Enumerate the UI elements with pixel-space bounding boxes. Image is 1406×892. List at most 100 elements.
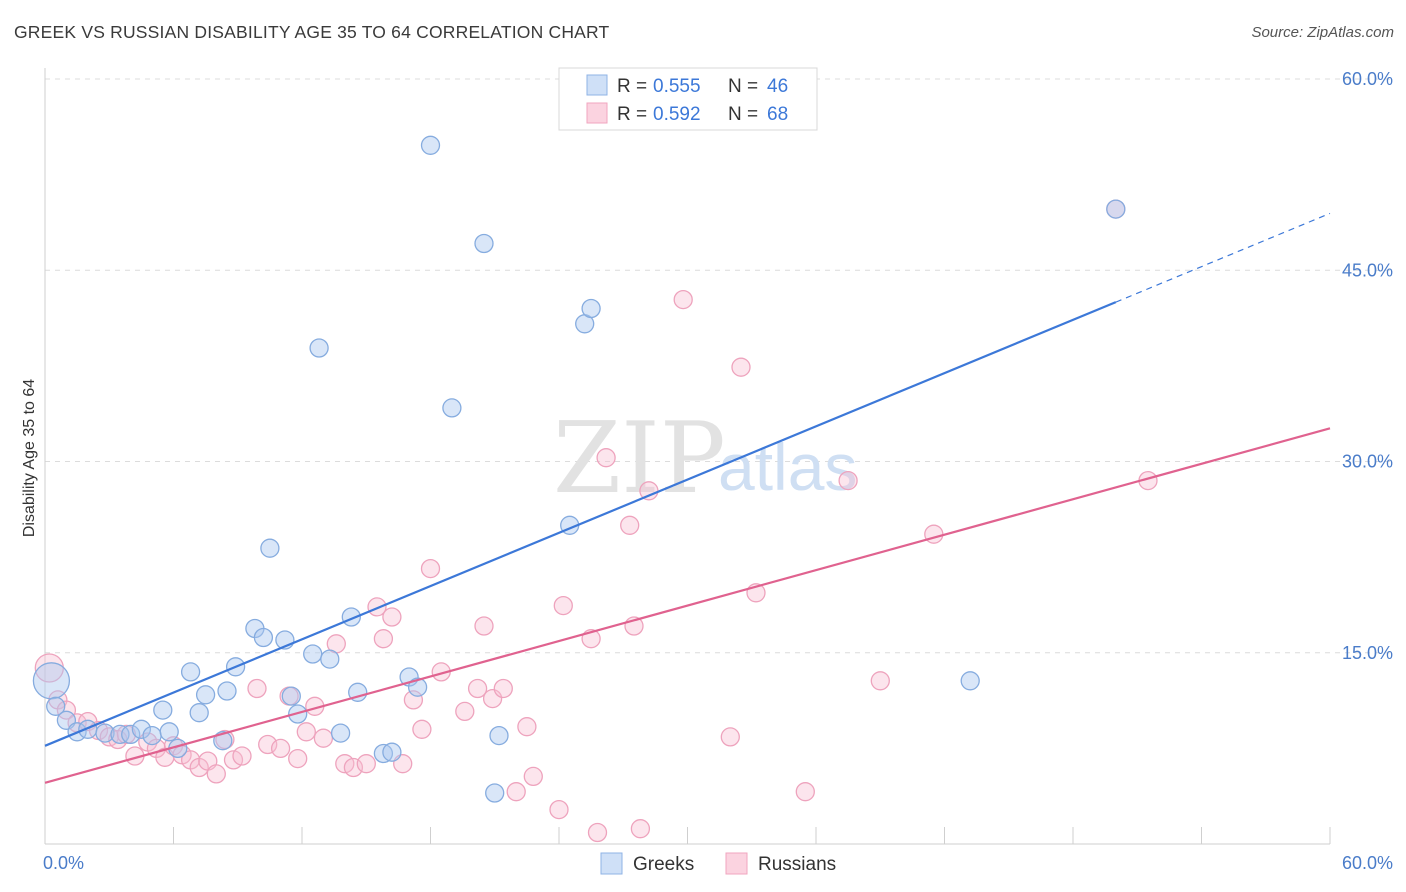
legend-n-label: N = <box>728 104 758 125</box>
legend-r-russians: 0.592 <box>653 104 701 125</box>
russian-point <box>206 764 226 784</box>
bottom-legend-russians: Russians <box>758 854 836 875</box>
russian-point <box>288 748 308 769</box>
legend-swatch-russians <box>586 102 608 124</box>
legend-swatch-greeks <box>586 74 608 96</box>
russian-point <box>630 819 651 839</box>
russian-point <box>553 595 573 616</box>
watermark-zip: ZIP <box>553 402 726 516</box>
legend-n-label: N = <box>728 76 758 97</box>
russians-points <box>34 199 1158 843</box>
greek-point <box>46 696 66 716</box>
watermark-atlas: atlas <box>718 430 857 504</box>
y-tick-label: 60.0% <box>1342 69 1393 89</box>
greek-point <box>489 725 509 746</box>
russian-point <box>356 754 376 774</box>
greek-point <box>320 649 340 669</box>
russian-point <box>870 671 890 691</box>
greek-point <box>213 731 233 751</box>
russian-point <box>838 470 858 491</box>
russian-point <box>517 717 537 737</box>
x-tick-label: 60.0% <box>1342 853 1393 873</box>
russian-point <box>467 678 488 699</box>
russian-point <box>116 724 137 745</box>
greek-point <box>78 719 98 739</box>
greek-point <box>142 725 162 746</box>
greek-point <box>121 724 141 745</box>
greek-point <box>382 742 402 762</box>
legend: R = 0.555 N = 46 R = 0.592 N = 68 <box>558 67 818 131</box>
y-tick-label: 45.0% <box>1342 260 1393 280</box>
greek-point <box>195 685 216 705</box>
bottom-legend-greeks: Greeks <box>633 854 694 875</box>
russian-point <box>296 722 316 742</box>
russians-trend-line <box>44 427 1331 784</box>
y-tick-label: 30.0% <box>1342 452 1393 472</box>
greek-point <box>217 681 237 701</box>
russian-point <box>455 701 475 722</box>
russian-point <box>56 700 77 720</box>
greek-point <box>189 703 209 723</box>
greek-point <box>420 135 441 155</box>
russian-point <box>523 766 543 787</box>
y-axis-label: Disability Age 35 to 64 <box>21 379 38 537</box>
russian-point <box>373 629 394 649</box>
axes <box>44 68 1331 845</box>
greek-point <box>95 723 115 743</box>
bottom-legend-swatch-greeks <box>600 852 623 875</box>
greek-point <box>485 783 505 803</box>
russian-point <box>420 558 441 579</box>
greek-point <box>474 233 494 254</box>
russian-point <box>247 678 267 699</box>
russian-point <box>412 719 432 739</box>
greek-point <box>442 398 462 418</box>
bottom-legend: Greeks Russians <box>600 852 836 875</box>
tick-labels: 15.0% 30.0% 45.0% 60.0% 0.0% 60.0% <box>43 69 1393 873</box>
russian-point <box>493 678 513 699</box>
greek-point <box>407 677 428 697</box>
greek-point <box>253 627 274 648</box>
greek-point <box>1106 199 1126 219</box>
trend-lines <box>44 212 1331 784</box>
greek-point <box>180 662 201 682</box>
greeks-trend-extension <box>1115 212 1331 303</box>
legend-n-greeks: 46 <box>767 76 788 97</box>
greek-point <box>309 338 329 358</box>
russian-point <box>620 515 640 535</box>
russian-point <box>720 727 740 747</box>
russian-point <box>270 738 291 759</box>
watermark: ZIP atlas <box>553 402 857 516</box>
greek-point <box>303 644 323 664</box>
greek-point <box>330 723 351 743</box>
greek-point <box>281 686 301 706</box>
greek-point <box>159 722 179 742</box>
greek-point <box>110 724 130 745</box>
greeks-trend-line <box>44 301 1117 747</box>
russian-point <box>795 782 815 802</box>
y-tick-label: 15.0% <box>1342 643 1393 663</box>
russian-point <box>587 822 608 843</box>
greek-point <box>131 719 152 739</box>
greek-point <box>153 700 173 720</box>
chart-source: Source: ZipAtlas.com <box>1251 24 1394 41</box>
x-tick-label: 0.0% <box>43 853 84 873</box>
greek-point <box>32 662 71 700</box>
russian-point <box>596 448 616 468</box>
greek-point <box>960 671 980 691</box>
legend-r-label: R = <box>617 104 647 125</box>
russian-point <box>367 597 387 617</box>
bottom-legend-swatch-russians <box>725 852 748 875</box>
russian-point <box>549 799 569 820</box>
russian-point <box>382 607 402 627</box>
russian-point <box>673 289 693 310</box>
greek-point <box>260 538 280 558</box>
russian-point <box>232 746 252 766</box>
russian-point <box>313 728 334 748</box>
greek-point <box>581 298 601 319</box>
russian-point <box>506 782 526 802</box>
chart-title: GREEK VS RUSSIAN DISABILITY AGE 35 TO 64… <box>14 22 610 42</box>
russian-point <box>403 690 424 710</box>
russian-point <box>731 357 751 377</box>
legend-n-russians: 68 <box>767 104 788 125</box>
